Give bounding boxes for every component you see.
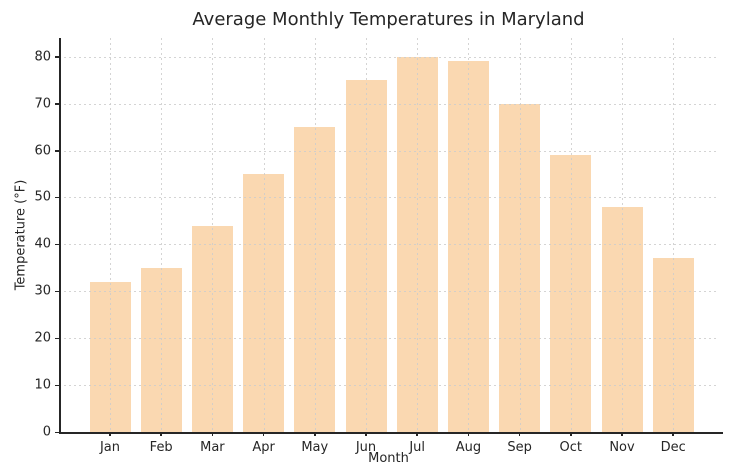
y-tick-50 xyxy=(55,196,59,199)
x-tick-label-oct: Oct xyxy=(559,440,583,455)
y-tick-label-0: 0 xyxy=(42,424,51,440)
y-tick-label-10: 10 xyxy=(34,377,51,393)
y-tick-label-50: 50 xyxy=(34,189,51,205)
gridline-x-nov xyxy=(622,38,623,432)
gridline-x-dec xyxy=(673,38,675,432)
y-tick-80 xyxy=(55,56,59,58)
y-tick-label-70: 70 xyxy=(34,96,51,112)
y-tick-60 xyxy=(55,150,59,152)
x-tick-jun xyxy=(365,432,367,436)
y-axis-line xyxy=(59,38,61,433)
x-tick-oct xyxy=(570,432,572,436)
y-tick-0 xyxy=(55,431,59,433)
gridline-y-80 xyxy=(59,56,718,58)
gridline-x-jul xyxy=(417,38,419,432)
gridline-x-apr xyxy=(263,38,265,432)
y-tick-30 xyxy=(55,290,59,293)
gridline-y-30 xyxy=(59,291,718,293)
gridline-x-feb xyxy=(161,38,163,432)
x-tick-label-jul: Jul xyxy=(409,440,426,455)
x-tick-may xyxy=(314,432,316,436)
x-tick-nov xyxy=(621,432,623,436)
gridline-y-10 xyxy=(59,385,718,387)
x-tick-jan xyxy=(109,432,111,436)
y-tick-label-20: 20 xyxy=(34,330,51,346)
x-tick-label-feb: Feb xyxy=(149,440,173,455)
x-tick-label-jan: Jan xyxy=(99,440,121,455)
y-tick-label-80: 80 xyxy=(34,49,51,65)
gridline-y-20 xyxy=(59,338,718,340)
y-tick-label-60: 60 xyxy=(34,143,51,159)
x-tick-aug xyxy=(467,432,470,436)
gridline-x-may xyxy=(314,38,316,432)
gridline-x-jan xyxy=(110,38,111,432)
y-tick-20 xyxy=(55,337,59,340)
x-tick-mar xyxy=(211,432,214,436)
x-tick-feb xyxy=(160,432,162,436)
gridline-x-mar xyxy=(212,38,214,432)
gridline-x-oct xyxy=(570,38,572,432)
gridline-x-aug xyxy=(468,38,470,432)
gridline-y-70 xyxy=(59,103,718,105)
y-tick-10 xyxy=(55,384,59,387)
gridline-y-60 xyxy=(59,150,718,152)
x-tick-label-mar: Mar xyxy=(200,440,225,455)
gridline-x-sep xyxy=(519,38,521,432)
gridline-y-40 xyxy=(59,244,718,246)
x-tick-label-jun: Jun xyxy=(355,440,377,455)
x-tick-dec xyxy=(672,432,674,436)
x-tick-apr xyxy=(262,432,265,436)
x-tick-label-aug: Aug xyxy=(455,440,482,455)
gridline-x-jun xyxy=(366,38,367,432)
y-tick-70 xyxy=(55,103,59,105)
x-axis-label: Month xyxy=(368,451,409,466)
x-tick-label-apr: Apr xyxy=(252,440,275,455)
gridline-y-50 xyxy=(59,197,718,199)
x-tick-label-nov: Nov xyxy=(609,440,635,455)
x-axis-line xyxy=(59,432,723,434)
y-tick-40 xyxy=(55,243,59,246)
y-tick-label-40: 40 xyxy=(34,236,51,252)
x-tick-sep xyxy=(518,432,521,436)
chart-title: Average Monthly Temperatures in Maryland xyxy=(192,9,585,30)
x-tick-label-may: May xyxy=(301,440,329,455)
y-tick-label-30: 30 xyxy=(34,283,51,299)
x-tick-label-sep: Sep xyxy=(507,440,532,455)
x-tick-label-dec: Dec xyxy=(660,440,686,455)
x-tick-jul xyxy=(416,432,418,436)
